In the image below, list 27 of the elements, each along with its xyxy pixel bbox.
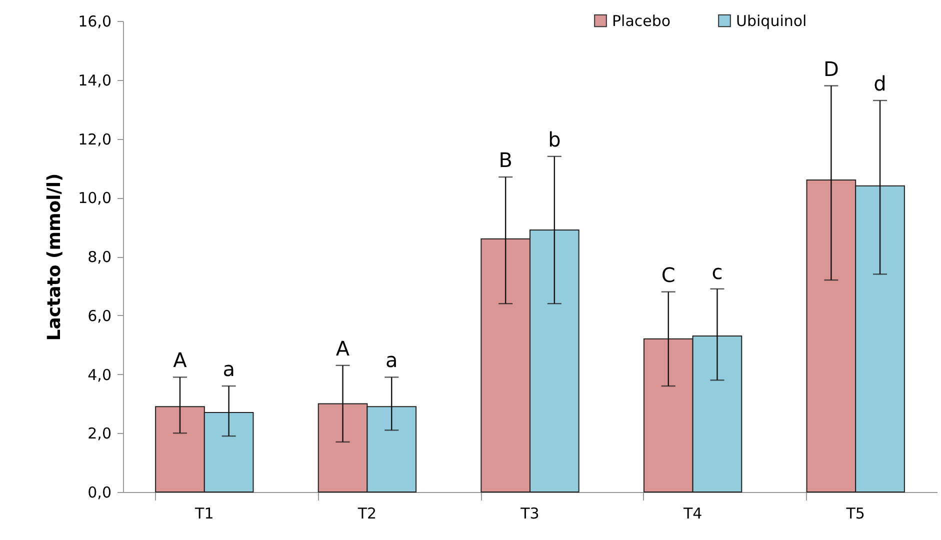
- x-tick-label: T3: [520, 504, 540, 522]
- annotation: a: [385, 348, 398, 372]
- annotation: A: [336, 336, 350, 360]
- annotation: B: [498, 148, 512, 172]
- y-tick-label: 2,0: [88, 424, 112, 443]
- y-axis-title: Lactato (mmol/l): [44, 173, 66, 341]
- y-tick-label: 12,0: [78, 130, 112, 148]
- annotation: b: [548, 127, 561, 152]
- annotation: D: [823, 56, 839, 81]
- y-tick-label: 16,0: [78, 12, 112, 30]
- y-tick-label: 14,0: [78, 71, 112, 90]
- x-tick-label: T1: [194, 504, 214, 522]
- annotation: C: [661, 262, 676, 287]
- y-tick-label: 4,0: [88, 366, 112, 384]
- annotation: c: [712, 260, 723, 284]
- y-tick-label: 6,0: [88, 306, 112, 325]
- y-tick-label: 8,0: [88, 248, 112, 266]
- annotation: d: [874, 71, 886, 96]
- legend-label: Placebo: [612, 12, 671, 30]
- x-tick-label: T4: [682, 504, 702, 522]
- legend-label: Ubiquinol: [736, 12, 807, 30]
- annotation: a: [222, 357, 235, 382]
- x-tick-label: T5: [845, 504, 865, 522]
- y-tick-label: 10,0: [78, 189, 112, 208]
- annotation: A: [173, 348, 188, 372]
- y-tick-label: 0,0: [88, 484, 112, 502]
- x-tick-label: T2: [356, 504, 377, 522]
